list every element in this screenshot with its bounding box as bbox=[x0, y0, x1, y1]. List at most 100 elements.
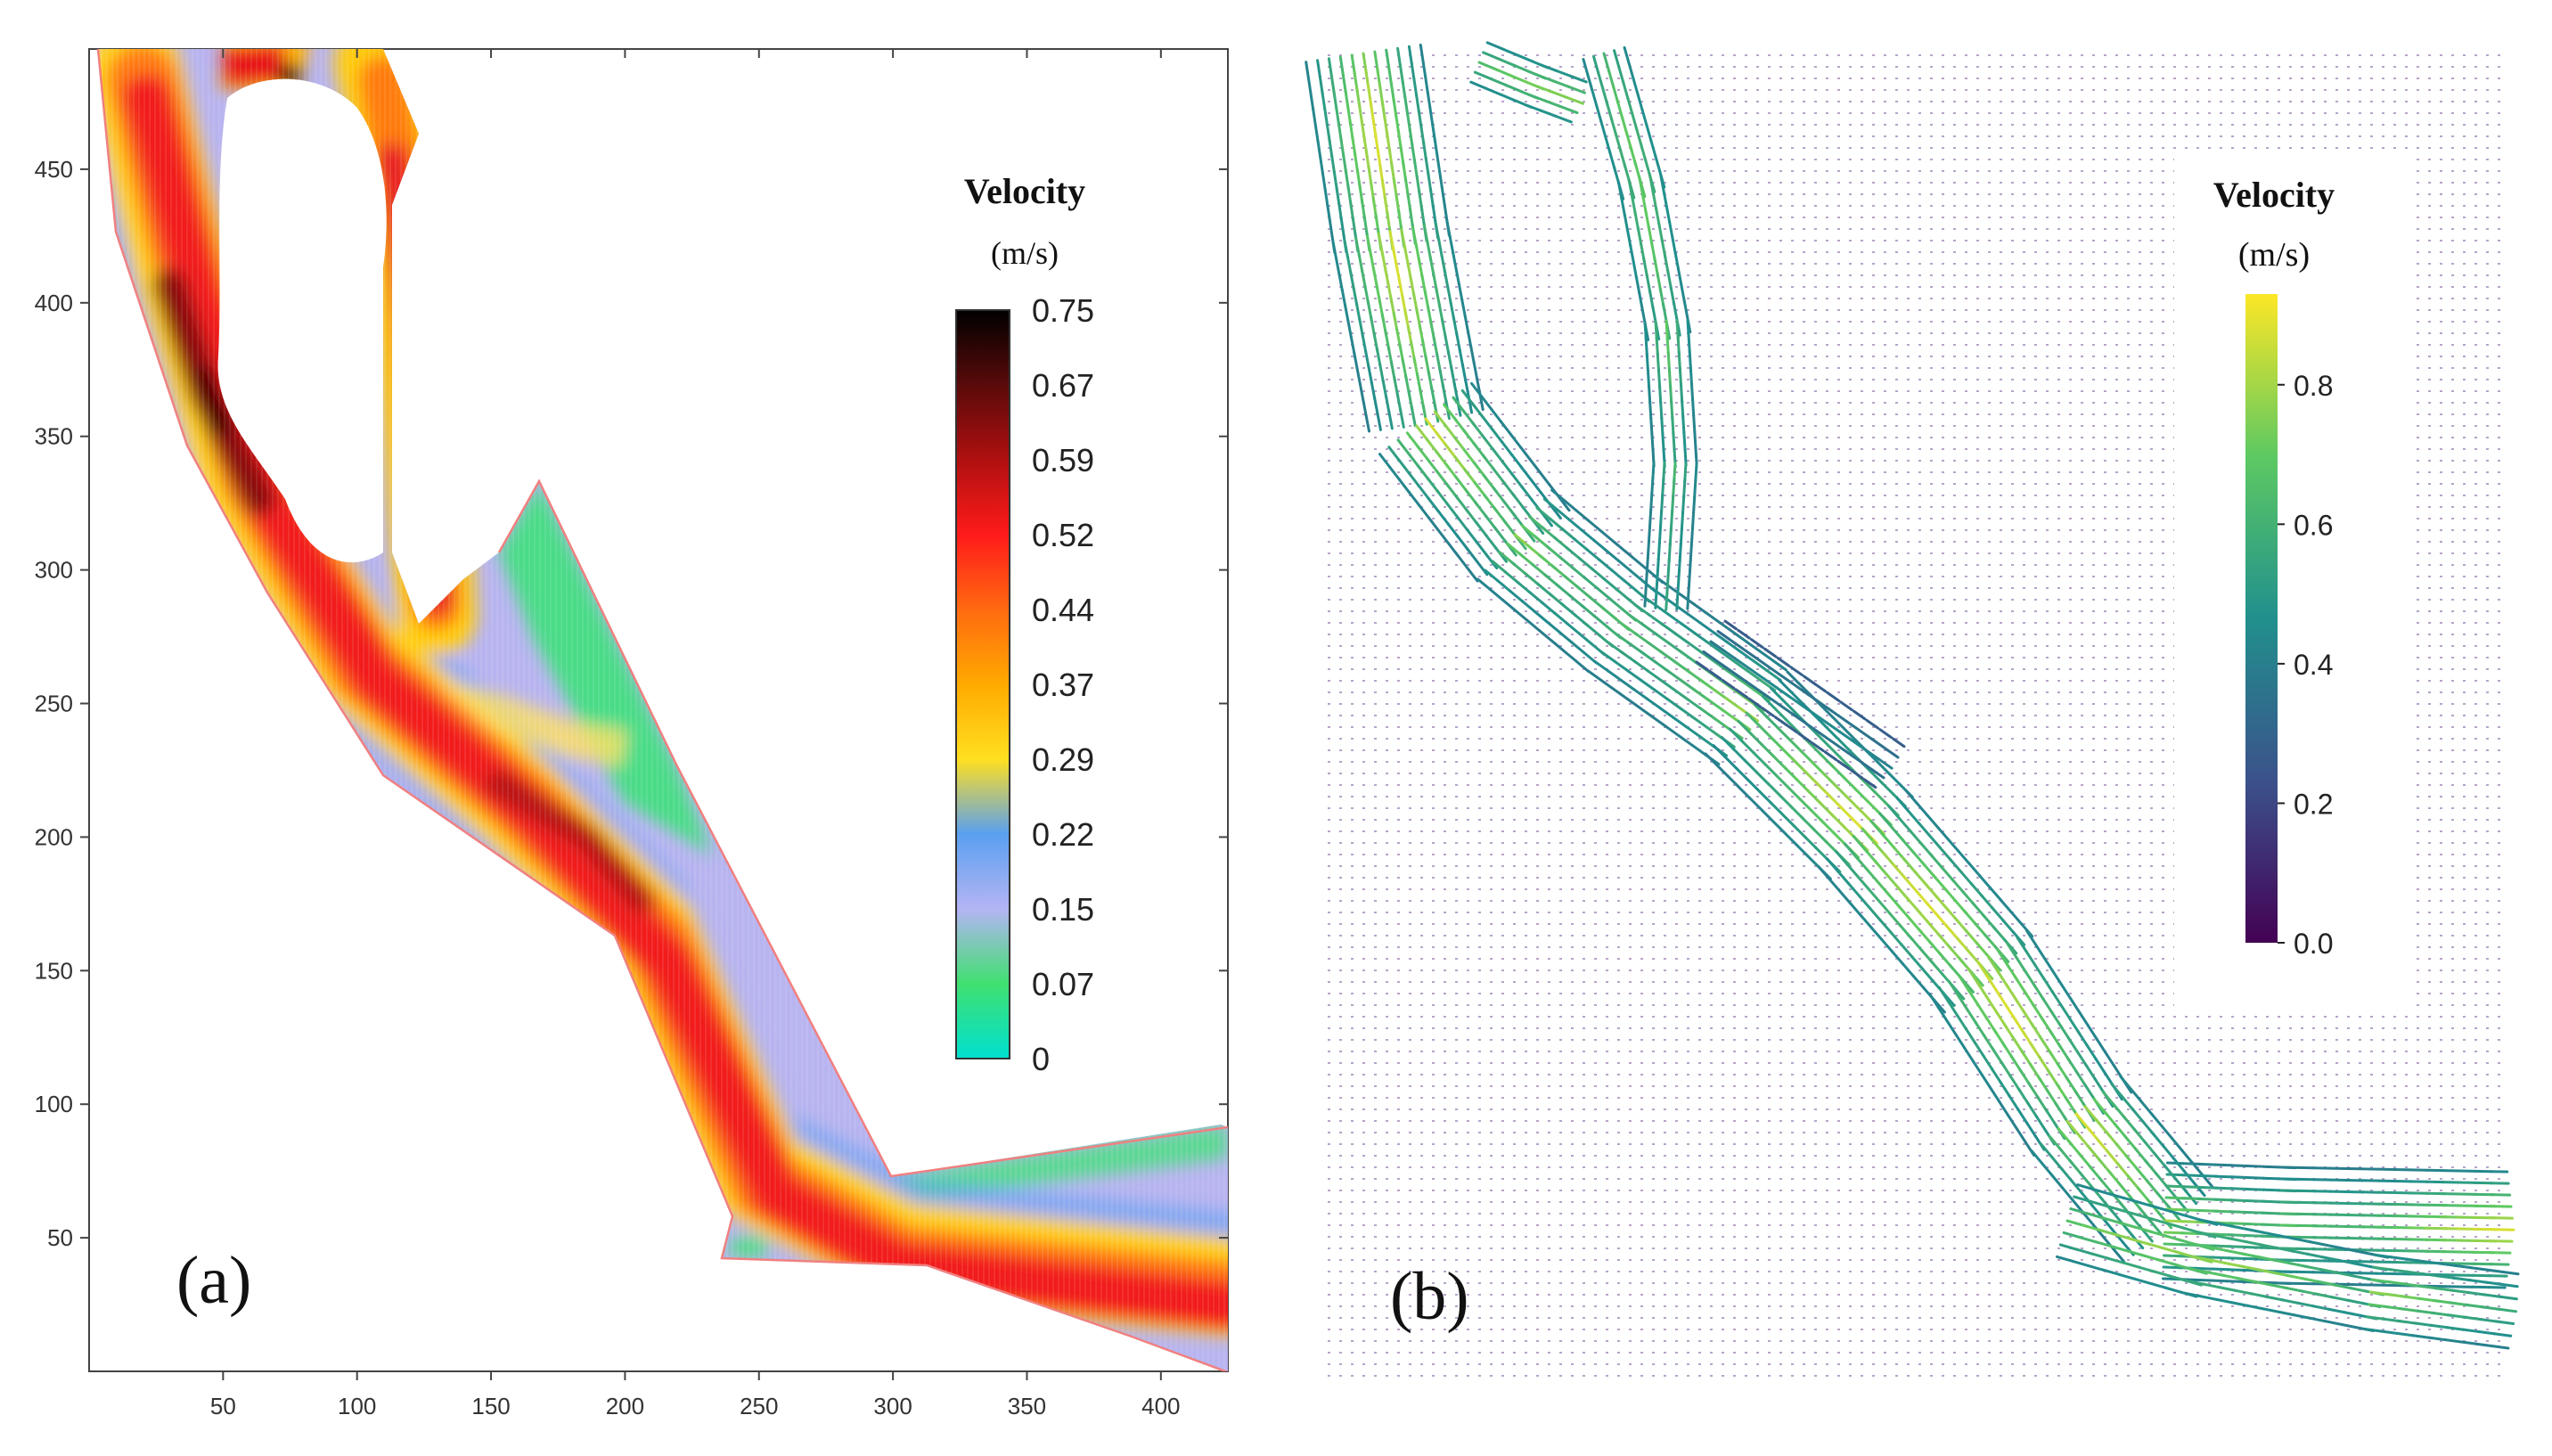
velocity-arrow bbox=[2228, 1270, 2245, 1271]
colorbar-a-units: (m/s) bbox=[991, 235, 1059, 271]
velocity-arrow bbox=[1649, 386, 1650, 402]
velocity-arrow bbox=[1690, 367, 1691, 384]
x-tick-label: 150 bbox=[471, 1393, 510, 1419]
x-tick-label: 300 bbox=[873, 1393, 912, 1419]
velocity-arrow bbox=[1694, 415, 1695, 431]
velocity-arrow bbox=[1677, 592, 1678, 609]
colorbar-a-title: Velocity bbox=[964, 171, 1085, 211]
velocity-arrow bbox=[1694, 496, 1695, 512]
velocity-arrow bbox=[2167, 1163, 2183, 1164]
y-tick-label: 350 bbox=[35, 423, 73, 450]
velocity-arrow bbox=[2263, 1166, 2279, 1167]
velocity-arrow bbox=[1313, 110, 1316, 126]
velocity-arrow bbox=[2247, 1166, 2263, 1167]
velocity-arrow bbox=[1646, 338, 1647, 355]
x-tick-label: 350 bbox=[1008, 1393, 1046, 1419]
velocity-arrow bbox=[1691, 383, 1692, 399]
velocity-arrow bbox=[1666, 592, 1667, 610]
velocity-arrow bbox=[1646, 574, 1647, 590]
velocity-arrow bbox=[1652, 434, 1653, 450]
colorbar-a-tick-label: 0.22 bbox=[1032, 816, 1094, 853]
y-tick-label: 150 bbox=[35, 957, 73, 984]
colorbar-a-tick-label: 0.15 bbox=[1032, 891, 1094, 928]
colorbar-a-tick-label: 0.52 bbox=[1032, 517, 1094, 553]
velocity-arrow bbox=[2227, 1281, 2243, 1282]
velocity-arrow bbox=[1692, 512, 1693, 528]
colorbar-b-units: (m/s) bbox=[2238, 236, 2310, 274]
colorbar-a-tick-label: 0 bbox=[1032, 1041, 1050, 1077]
colorbar-a-tick-label: 0.07 bbox=[1032, 966, 1094, 1002]
velocity-arrow bbox=[1648, 526, 1649, 542]
velocity-arrow bbox=[1684, 432, 1685, 449]
colorbar-b-bar bbox=[2245, 294, 2278, 943]
velocity-arrow bbox=[1680, 544, 1681, 561]
velocity-arrow bbox=[1688, 593, 1689, 609]
y-tick-label: 200 bbox=[35, 823, 73, 850]
velocity-arrow bbox=[1679, 560, 1680, 577]
x-tick-label: 250 bbox=[740, 1393, 778, 1419]
y-tick-label: 400 bbox=[35, 290, 73, 316]
velocity-arrow bbox=[1656, 575, 1657, 592]
velocity-arrow bbox=[1696, 447, 1697, 463]
colorbar-b-tick-label: 0.0 bbox=[2294, 928, 2333, 960]
velocity-arrow bbox=[1658, 543, 1659, 560]
velocity-arrow bbox=[2247, 1177, 2264, 1178]
y-tick-label: 450 bbox=[35, 156, 73, 183]
velocity-arrow bbox=[1663, 434, 1664, 451]
x-tick-label: 400 bbox=[1141, 1393, 1180, 1419]
velocity-arrow bbox=[1691, 528, 1692, 544]
velocity-arrow bbox=[1693, 399, 1694, 415]
velocity-arrow bbox=[1645, 322, 1646, 339]
velocity-arrow bbox=[2183, 1164, 2199, 1165]
velocity-arrow bbox=[1487, 43, 1502, 49]
colorbar-b-tick-label: 0.6 bbox=[2294, 509, 2333, 541]
x-tick-label: 100 bbox=[338, 1393, 376, 1419]
y-tick-label: 250 bbox=[35, 691, 73, 717]
velocity-arrow bbox=[1651, 494, 1652, 510]
velocity-arrow bbox=[1678, 577, 1679, 593]
velocity-arrow bbox=[1647, 558, 1648, 574]
y-tick-label: 300 bbox=[35, 557, 73, 584]
panel-b-legend-background bbox=[2174, 151, 2406, 1007]
velocity-arrow bbox=[2215, 1176, 2232, 1177]
y-tick-label: 50 bbox=[47, 1224, 73, 1251]
colorbar-a-tick-label: 0.59 bbox=[1032, 442, 1094, 479]
x-tick-label: 200 bbox=[606, 1393, 644, 1419]
velocity-arrow bbox=[1685, 448, 1686, 465]
colorbar-a-tick-label: 0.75 bbox=[1032, 292, 1094, 329]
colorbar-a-tick-label: 0.67 bbox=[1032, 367, 1094, 404]
velocity-arrow bbox=[1308, 78, 1311, 94]
velocity-arrow bbox=[2196, 1268, 2213, 1269]
velocity-arrow bbox=[1650, 402, 1651, 418]
panel-b-vector-field: (b) Velocity (m/s) 0.80.60.40.20.0 bbox=[1306, 43, 2518, 1386]
velocity-arrow bbox=[1657, 559, 1658, 576]
velocity-arrow bbox=[1695, 480, 1696, 496]
velocity-arrow bbox=[2215, 1165, 2231, 1166]
velocity-arrow bbox=[1650, 510, 1651, 526]
velocity-arrow bbox=[2212, 1269, 2229, 1270]
velocity-arrow bbox=[1659, 527, 1660, 544]
velocity-arrow bbox=[1695, 431, 1696, 447]
colorbar-a-tick-label: 0.29 bbox=[1032, 741, 1094, 778]
velocity-arrow bbox=[2199, 1164, 2215, 1165]
velocity-arrow bbox=[2490, 1230, 2514, 1231]
velocity-arrow bbox=[2490, 1218, 2512, 1219]
colorbar-a-tick-label: 0.44 bbox=[1032, 592, 1094, 628]
velocity-arrow bbox=[1690, 544, 1691, 560]
velocity-arrow bbox=[2199, 1175, 2216, 1176]
panel-a-label: (a) bbox=[176, 1243, 251, 1318]
colorbar-b-tick-label: 0.2 bbox=[2294, 788, 2333, 820]
velocity-arrow bbox=[1689, 560, 1690, 577]
colorbar-a-bar bbox=[956, 310, 1010, 1059]
velocity-arrow bbox=[1660, 511, 1661, 528]
velocity-arrow bbox=[1647, 354, 1648, 371]
velocity-arrow bbox=[1651, 418, 1652, 434]
velocity-arrow bbox=[1645, 590, 1646, 606]
velocity-arrow bbox=[1696, 464, 1697, 481]
colorbar-a-tick-label: 0.37 bbox=[1032, 667, 1094, 703]
colorbar-b-title: Velocity bbox=[2213, 175, 2335, 215]
velocity-arrow bbox=[1653, 462, 1654, 479]
velocity-arrow bbox=[2231, 1177, 2248, 1178]
velocity-arrow bbox=[1306, 62, 1309, 78]
